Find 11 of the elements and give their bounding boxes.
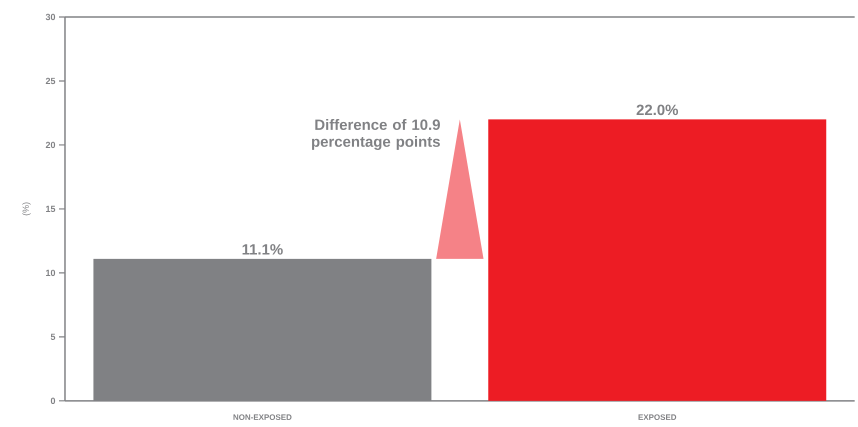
- data-label: 11.1%: [242, 244, 283, 255]
- y-tick-label: 5: [50, 334, 56, 340]
- y-tick-label: 15: [46, 206, 56, 212]
- y-tick-label: 0: [50, 398, 56, 404]
- y-tick-label: 30: [46, 14, 56, 20]
- y-tick-label: 20: [46, 142, 56, 148]
- y-axis-title: (%): [22, 202, 31, 216]
- y-tick-label: 10: [46, 270, 56, 276]
- data-label: 22.0%: [636, 104, 678, 116]
- y-tick-label: 25: [46, 78, 56, 84]
- annotation: Difference of 10.9 percentage points: [312, 119, 440, 150]
